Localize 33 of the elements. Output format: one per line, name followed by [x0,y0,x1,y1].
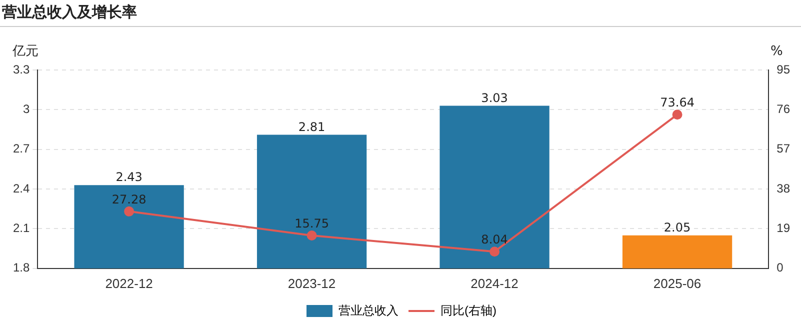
data-label: 2.81 [298,120,326,134]
x-tick-label: 2023-12 [288,276,336,291]
y2-tick-label: 0 [776,260,784,275]
y2-tick-label: 95 [776,62,790,76]
point [490,246,500,257]
data-label: 3.03 [481,90,508,105]
x-tick-label: 2022-12 [105,276,153,291]
y-tick-label: 2.4 [12,181,30,196]
x-tick-label: 2025-06 [653,276,702,291]
y-tick-label: 2.7 [12,142,30,156]
data-label: 2.05 [664,220,691,234]
point [306,230,317,241]
y2-tick-label: 38 [776,181,790,196]
data-label: 15.75 [294,216,329,231]
y-tick-label: 1.8 [12,260,30,275]
y-tick-label: 3 [22,102,30,116]
point [672,110,682,120]
data-label: 27.28 [112,192,146,207]
x-tick-label: 2024-12 [470,276,518,291]
chart-title: 营业总收入及增长率 [2,3,137,22]
y2-tick-label: 57 [776,142,790,156]
y2-tick-label: 76 [776,102,790,116]
y-tick-label: 2.1 [12,221,30,236]
legend-label: 同比(右轴) [440,303,497,318]
data-label: 8.04 [481,232,508,247]
y2-axis-title: % [770,44,783,59]
y2-tick-label: 19 [776,221,790,236]
data-label: 2.43 [116,170,142,184]
y-axis-title: 亿元 [12,44,39,59]
data-label: 73.64 [660,96,694,110]
legend-label: 营业总收入 [338,303,399,318]
y-tick-label: 3.3 [12,62,30,76]
point [124,206,134,216]
